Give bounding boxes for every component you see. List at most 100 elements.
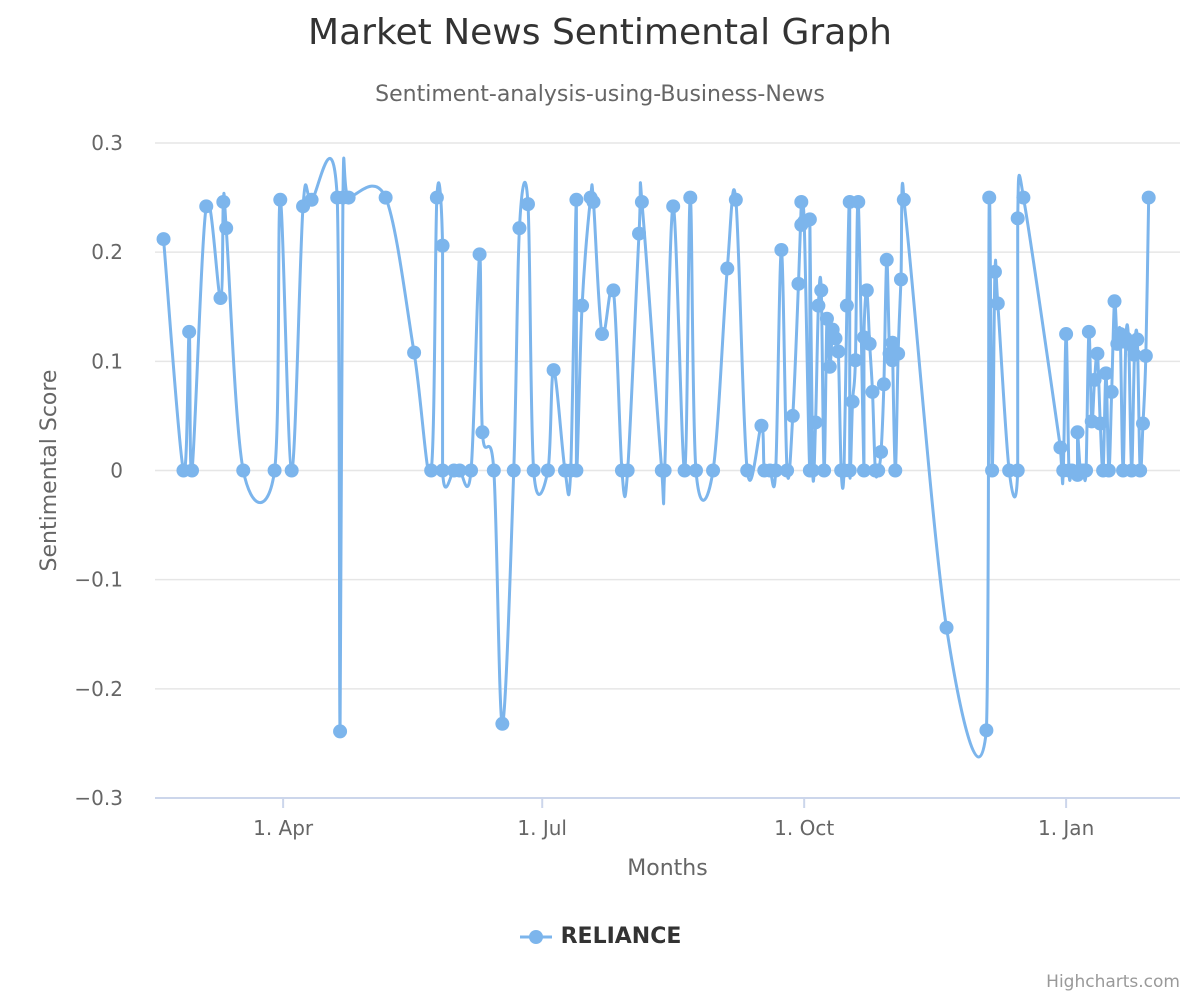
data-point	[464, 463, 479, 478]
data-point	[677, 463, 692, 478]
data-point	[606, 283, 621, 298]
data-point	[862, 336, 877, 351]
data-point	[569, 463, 584, 478]
y-tick-label: 0.2	[91, 240, 123, 264]
data-point	[1135, 416, 1150, 431]
data-point	[213, 291, 228, 306]
data-point	[595, 327, 610, 342]
data-point	[506, 463, 521, 478]
data-point	[1107, 294, 1122, 309]
data-point	[429, 190, 444, 205]
data-point	[378, 190, 393, 205]
y-tick-label: −0.3	[74, 786, 123, 810]
data-point	[1098, 366, 1113, 381]
data-point	[182, 324, 197, 339]
data-point	[888, 463, 903, 478]
x-axis-ticks: 1. Apr 1. Jul 1. Oct 1. Jan	[253, 798, 1094, 840]
data-point	[586, 194, 601, 209]
credits-link[interactable]: Highcharts.com	[1046, 972, 1180, 992]
data-point	[333, 724, 348, 739]
data-point	[851, 194, 866, 209]
data-point	[791, 276, 806, 291]
data-point	[341, 190, 356, 205]
data-point	[819, 311, 834, 326]
data-point	[1141, 190, 1156, 205]
data-point	[569, 192, 584, 207]
data-point	[199, 199, 214, 214]
data-point	[754, 418, 769, 433]
data-point	[874, 444, 889, 459]
data-point	[768, 463, 783, 478]
data-point	[304, 192, 319, 207]
data-point	[1133, 463, 1148, 478]
data-point	[785, 408, 800, 423]
data-point	[740, 463, 755, 478]
data-point	[814, 283, 829, 298]
data-point	[620, 463, 635, 478]
data-point	[472, 247, 487, 262]
data-point	[475, 425, 490, 440]
x-axis-title: Months	[627, 856, 707, 881]
data-point	[879, 252, 894, 267]
data-point	[657, 463, 672, 478]
data-point	[842, 463, 857, 478]
data-point	[273, 192, 288, 207]
data-point	[939, 620, 954, 635]
data-point	[876, 377, 891, 392]
data-point	[780, 463, 795, 478]
data-point	[817, 463, 832, 478]
y-tick-label: 0.1	[91, 349, 123, 373]
data-point	[979, 723, 994, 738]
data-point	[236, 463, 251, 478]
data-point	[267, 463, 282, 478]
data-point	[185, 463, 200, 478]
x-tick-label: 1. Jan	[1038, 816, 1094, 840]
y-axis-ticks: −0.3 −0.2 −0.1 0 0.1 0.2 0.3	[74, 131, 123, 810]
data-point	[216, 194, 231, 209]
data-point	[871, 463, 886, 478]
data-point	[896, 192, 911, 207]
legend-item-reliance[interactable]: RELIANCE	[0, 924, 1200, 949]
data-point	[808, 415, 823, 430]
data-point	[1081, 324, 1096, 339]
data-point	[987, 264, 1002, 279]
data-point	[666, 199, 681, 214]
data-point	[1059, 327, 1074, 342]
data-point	[512, 221, 527, 236]
data-point	[1090, 346, 1105, 361]
legend-symbol-icon	[519, 929, 552, 944]
data-point	[632, 226, 647, 241]
data-point	[1016, 190, 1031, 205]
data-point	[435, 463, 450, 478]
data-point	[1087, 372, 1102, 387]
chart-subtitle: Sentiment-analysis-using-Business-News	[375, 82, 825, 107]
data-point	[893, 272, 908, 287]
data-point	[774, 242, 789, 257]
data-point	[891, 346, 906, 361]
data-point	[728, 192, 743, 207]
series-line-reliance[interactable]	[162, 156, 1151, 759]
data-point	[526, 463, 541, 478]
data-point	[520, 197, 535, 212]
data-point	[156, 232, 171, 247]
data-point	[575, 298, 590, 313]
data-point	[856, 463, 871, 478]
data-point	[720, 261, 735, 276]
data-point	[688, 463, 703, 478]
data-point	[990, 296, 1005, 311]
data-point	[1130, 332, 1145, 347]
data-point	[1138, 348, 1153, 363]
data-point	[219, 221, 234, 236]
data-point	[1053, 440, 1068, 455]
data-point	[540, 463, 555, 478]
data-point	[811, 298, 826, 313]
x-tick-label: 1. Apr	[253, 816, 314, 840]
data-point	[794, 194, 809, 209]
data-point	[1010, 211, 1025, 226]
data-point	[865, 384, 880, 399]
data-point	[546, 363, 561, 378]
data-point	[831, 344, 846, 359]
data-point	[848, 353, 863, 368]
